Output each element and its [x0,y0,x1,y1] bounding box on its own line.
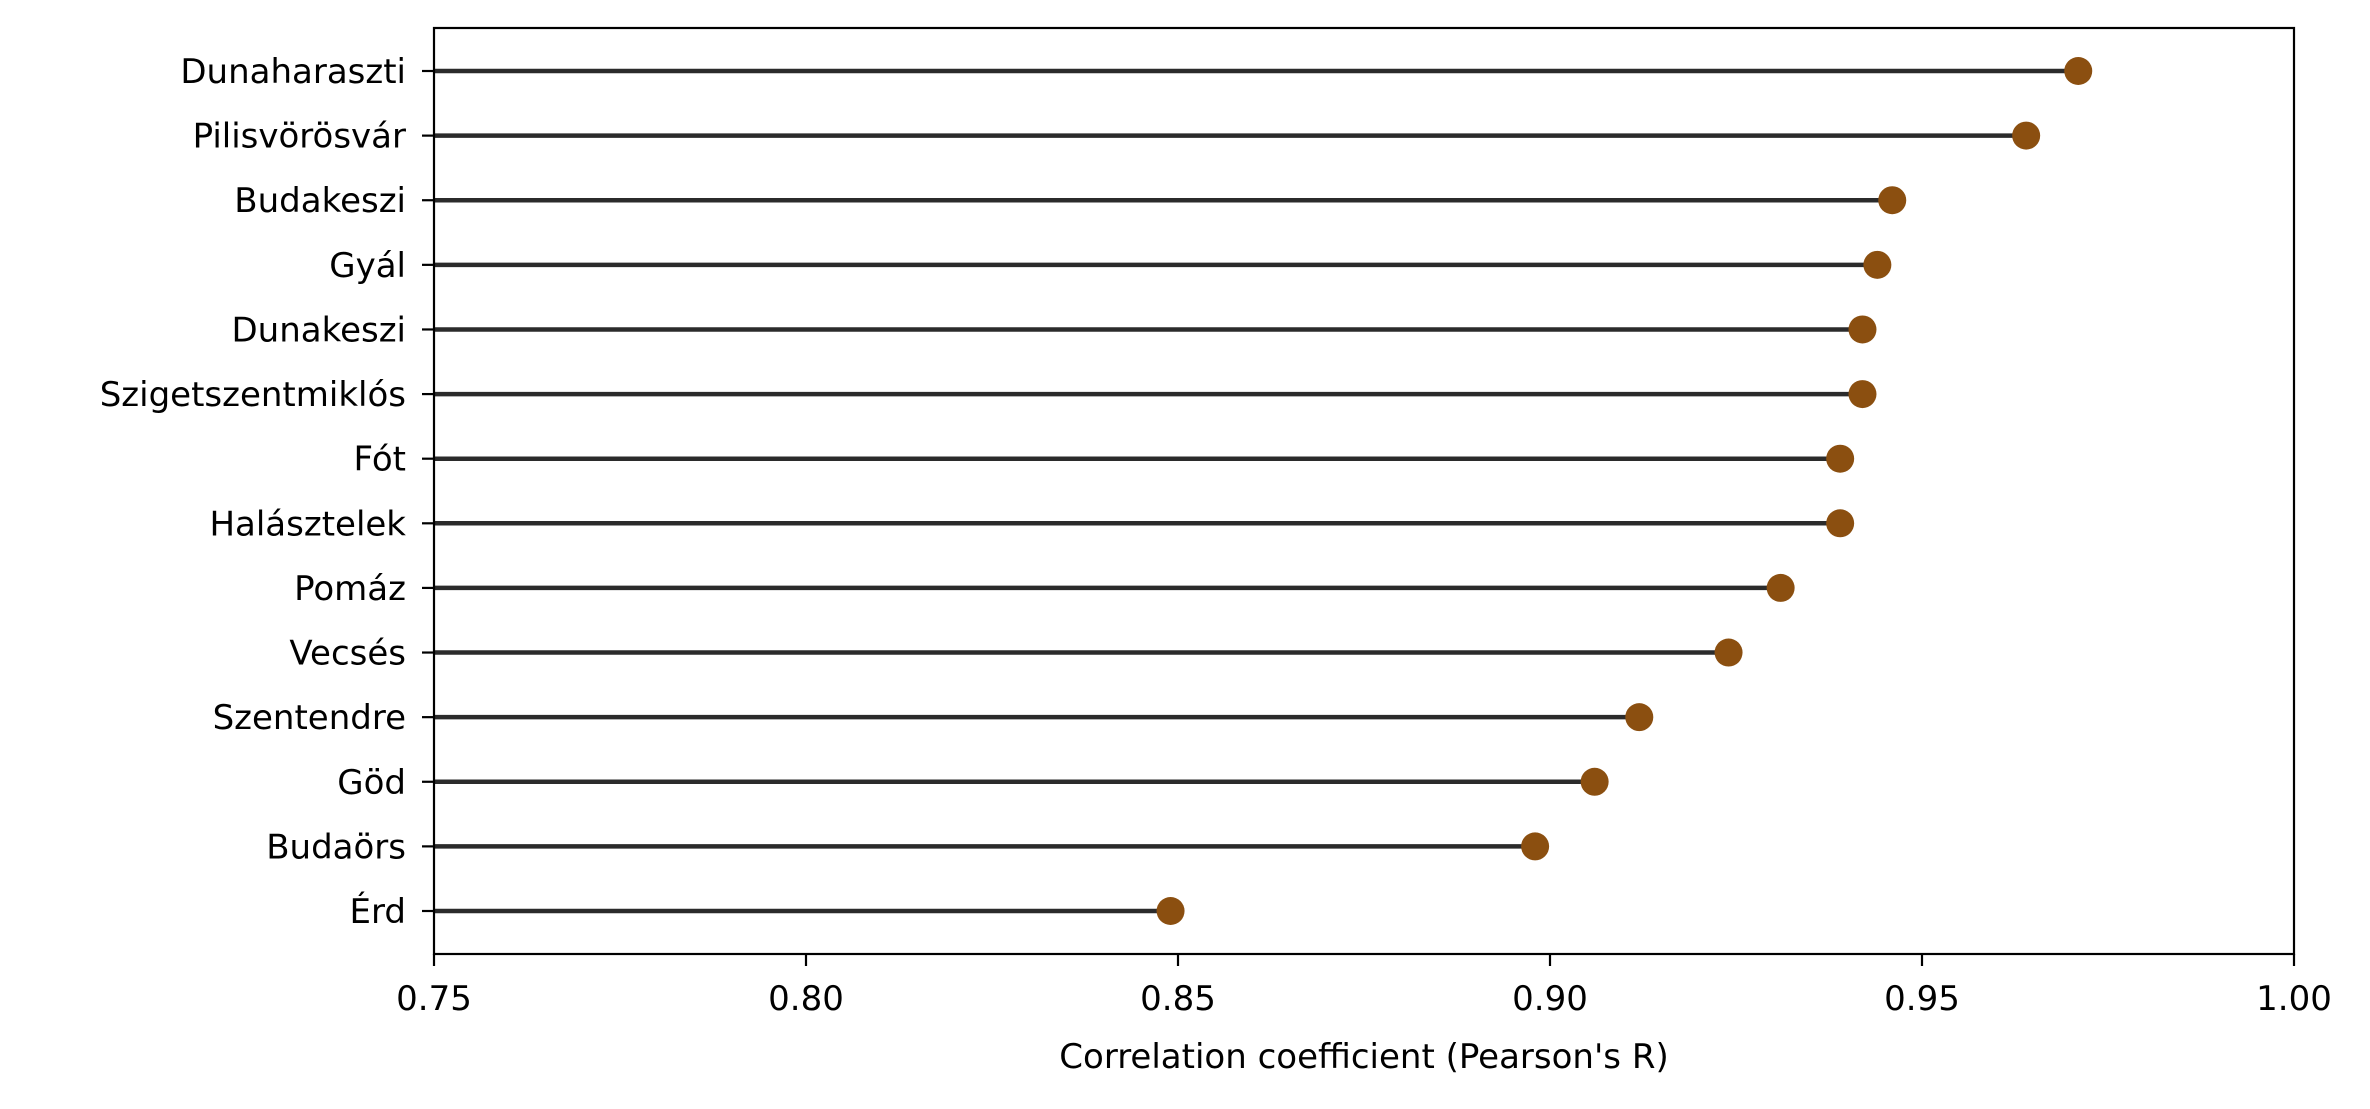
marker-12 [1521,832,1550,861]
marker-13 [1156,897,1185,925]
marker-0 [2064,57,2093,85]
y-tick-label-7: Halásztelek [209,504,406,544]
marker-3 [1863,250,1892,279]
x-axis-label: Correlation coefficient (Pearson's R) [1059,1037,1668,1077]
marker-8 [1766,573,1795,602]
y-tick-label-11: Göd [337,763,406,803]
marker-9 [1714,638,1743,667]
x-tick-label-1: 0.80 [768,979,844,1019]
y-tick-label-5: Szigetszentmiklós [100,375,406,415]
y-tick-label-13: Érd [350,891,406,932]
marker-11 [1580,767,1609,796]
y-tick-label-4: Dunakeszi [231,310,406,350]
marker-4 [1848,315,1877,344]
y-tick-label-9: Vecsés [289,634,406,674]
marker-5 [1848,380,1877,409]
x-tick-label-3: 0.90 [1512,979,1588,1019]
y-tick-label-8: Pomáz [294,569,406,609]
marker-7 [1826,509,1855,538]
y-tick-label-2: Budakeszi [234,181,406,221]
plot-frame [432,26,2296,956]
markers-layer [1156,57,2093,925]
x-tick-label-0: 0.75 [396,979,472,1019]
y-tick-label-6: Fót [354,440,406,480]
y-tick-label-10: Szentendre [213,698,406,738]
y-axis: Dunaharaszti Pilisvörösvár Budakeszi Gyál Du… [100,52,434,932]
y-tick-label-1: Pilisvörösvár [193,117,406,157]
y-tick-label-3: Gyál [329,246,406,286]
x-axis: 0.75 0.80 0.85 0.90 0.95 1.00 [396,954,2332,1019]
marker-6 [1826,444,1855,473]
x-tick-label-4: 0.95 [1884,979,1960,1019]
marker-10 [1625,703,1654,732]
marker-2 [1878,186,1907,215]
x-tick-label-5: 1.00 [2256,979,2332,1019]
y-tick-label-0: Dunaharaszti [180,52,406,92]
x-tick-label-2: 0.85 [1140,979,1216,1019]
marker-1 [2012,121,2041,150]
y-tick-label-12: Budaörs [266,827,406,867]
stems-layer [434,68,2079,914]
